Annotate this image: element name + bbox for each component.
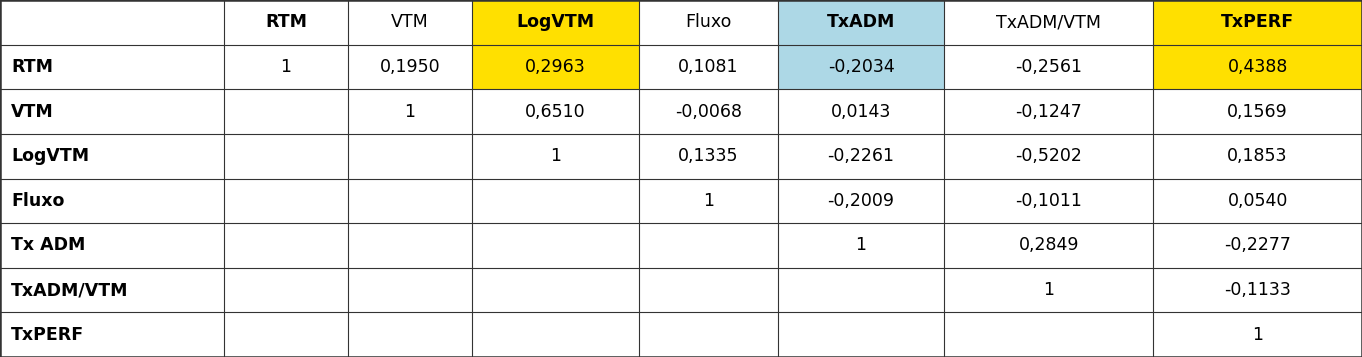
Text: 0,1950: 0,1950 (380, 58, 440, 76)
Text: 0,1569: 0,1569 (1227, 102, 1288, 121)
Text: 0,0540: 0,0540 (1227, 192, 1287, 210)
Text: TxADM/VTM: TxADM/VTM (11, 281, 128, 299)
Text: VTM: VTM (11, 102, 53, 121)
Text: RTM: RTM (11, 58, 53, 76)
Text: -0,1011: -0,1011 (1015, 192, 1083, 210)
Bar (473, 0, 639, 45)
Text: 0,1853: 0,1853 (1227, 147, 1288, 165)
Text: TxPERF: TxPERF (1220, 13, 1294, 31)
Text: Fluxo: Fluxo (11, 192, 64, 210)
Bar (778, 45, 944, 89)
Text: 0,1335: 0,1335 (678, 147, 738, 165)
Text: -0,1133: -0,1133 (1224, 281, 1291, 299)
Text: 0,4388: 0,4388 (1227, 58, 1287, 76)
Text: -0,1247: -0,1247 (1015, 102, 1083, 121)
Text: 1: 1 (1252, 326, 1263, 344)
Text: LogVTM: LogVTM (11, 147, 89, 165)
Text: -0,2034: -0,2034 (828, 58, 895, 76)
Text: 0,0143: 0,0143 (831, 102, 891, 121)
Text: 1: 1 (550, 147, 561, 165)
Text: -0,2561: -0,2561 (1015, 58, 1083, 76)
Text: 0,2963: 0,2963 (524, 58, 586, 76)
Text: 1: 1 (855, 236, 866, 255)
Text: 0,2849: 0,2849 (1019, 236, 1079, 255)
Text: RTM: RTM (266, 13, 306, 31)
Text: Tx ADM: Tx ADM (11, 236, 86, 255)
Text: 0,6510: 0,6510 (526, 102, 586, 121)
Text: 0,1081: 0,1081 (678, 58, 738, 76)
Text: -0,5202: -0,5202 (1015, 147, 1083, 165)
Bar (1154, 45, 1362, 89)
Bar (473, 45, 639, 89)
Bar (778, 0, 944, 45)
Text: -0,2261: -0,2261 (828, 147, 895, 165)
Text: TxPERF: TxPERF (11, 326, 84, 344)
Text: -0,0068: -0,0068 (674, 102, 742, 121)
Text: -0,2277: -0,2277 (1224, 236, 1291, 255)
Text: VTM: VTM (391, 13, 429, 31)
Text: 1: 1 (405, 102, 415, 121)
Text: 1: 1 (281, 58, 291, 76)
Text: Fluxo: Fluxo (685, 13, 731, 31)
Text: 1: 1 (1043, 281, 1054, 299)
Bar (1154, 0, 1362, 45)
Text: TxADM: TxADM (827, 13, 895, 31)
Text: -0,2009: -0,2009 (828, 192, 895, 210)
Text: 1: 1 (703, 192, 714, 210)
Text: LogVTM: LogVTM (516, 13, 594, 31)
Text: TxADM/VTM: TxADM/VTM (996, 13, 1102, 31)
